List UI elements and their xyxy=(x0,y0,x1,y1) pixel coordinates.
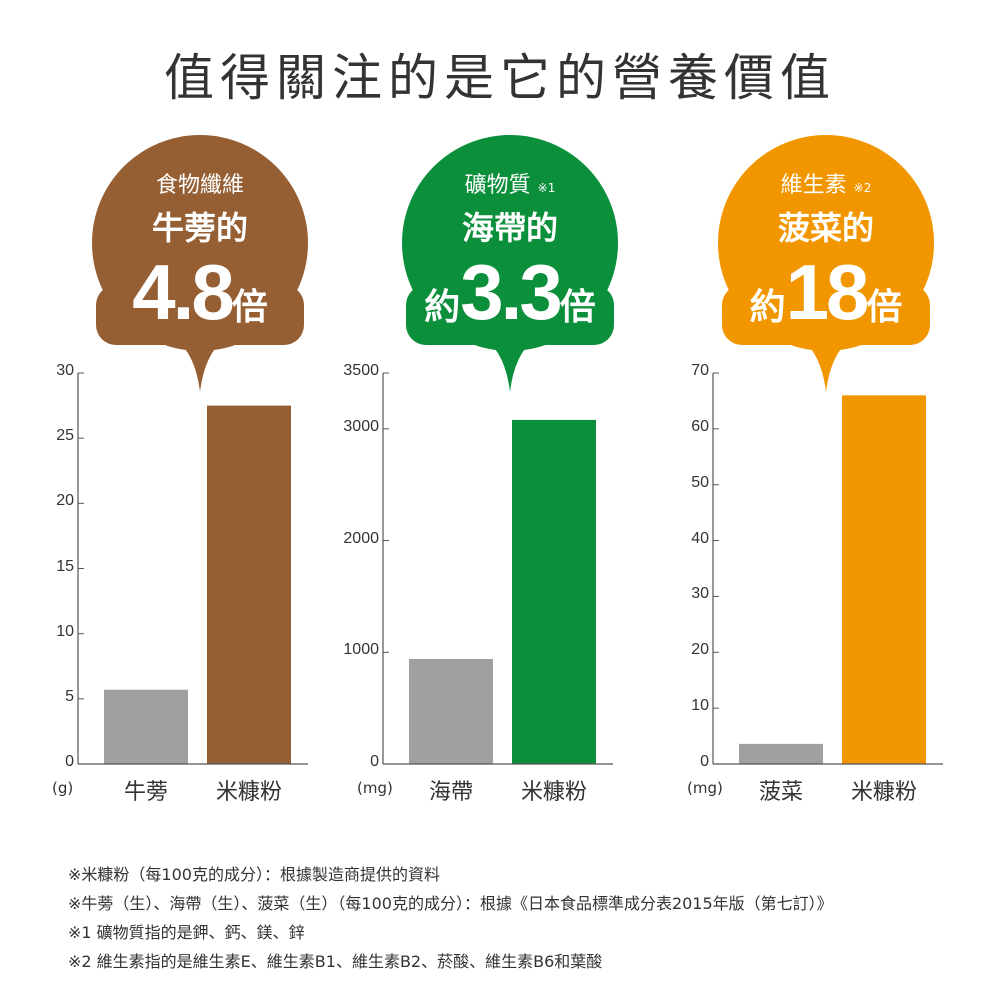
multiplier-value: 4.8 xyxy=(132,248,234,336)
footnote: ※米糠粉（每100克的成分）：根據製造商提供的資料 xyxy=(68,865,440,884)
x-category-label: 米糠粉 xyxy=(850,780,917,805)
bar xyxy=(104,689,188,764)
approx-prefix: 約 xyxy=(749,286,786,327)
highlight-bubble: 維生素 ※2 菠菜的 約18倍 xyxy=(716,135,936,395)
y-tick-label: 10 xyxy=(691,697,709,715)
y-tick-label: 0 xyxy=(370,753,379,770)
comparison-item: 海帶的 xyxy=(461,209,558,247)
y-tick-label: 5 xyxy=(65,687,74,705)
y-tick-label: 20 xyxy=(56,492,74,510)
speech-bubble-shape xyxy=(402,135,618,392)
x-category-label: 米糠粉 xyxy=(215,780,282,805)
multiplier-unit: 倍 xyxy=(559,286,596,327)
y-tick-label: 70 xyxy=(691,362,709,379)
y-tick-label: 30 xyxy=(691,585,709,603)
unit-label: (mg) xyxy=(357,779,393,797)
y-tick-label: 1000 xyxy=(343,641,379,659)
y-tick-label: 15 xyxy=(56,557,74,575)
unit-label: (mg) xyxy=(687,779,723,797)
speech-bubble-shape xyxy=(92,135,308,392)
footnote: ※牛蒡（生）、海帶（生）、菠菜（生）（每100克的成分）：根據《日本食品標準成分… xyxy=(68,894,833,913)
bar xyxy=(409,658,493,764)
y-tick-label: 50 xyxy=(691,473,709,491)
comparison-item: 牛蒡的 xyxy=(151,209,248,247)
bar xyxy=(739,743,823,764)
y-tick-label: 3000 xyxy=(343,417,379,435)
page-title: 值得關注的是它的營養價值 xyxy=(164,49,836,107)
footnote: ※2 維生素指的是維生素E、維生素B1、維生素B2、菸酸、維生素B6和葉酸 xyxy=(68,952,603,971)
nutrient-category: 礦物質 xyxy=(464,173,531,198)
speech-bubble-shape xyxy=(718,135,934,392)
y-tick-label: 30 xyxy=(56,362,74,379)
y-tick-label: 3500 xyxy=(343,362,379,379)
bar xyxy=(207,405,291,764)
bar xyxy=(512,419,596,764)
x-category-label: 米糠粉 xyxy=(520,780,587,805)
multiplier-unit: 倍 xyxy=(866,286,903,327)
comparison-item: 菠菜的 xyxy=(777,209,874,247)
x-category-label: 菠菜 xyxy=(758,780,803,805)
y-tick-label: 60 xyxy=(691,417,709,435)
highlight-bubble: 食物纖維 牛蒡的 4.8倍 xyxy=(90,135,310,395)
nutrient-category: 維生素 xyxy=(780,173,847,198)
unit-label: (g) xyxy=(52,779,74,797)
y-tick-label: 25 xyxy=(56,427,74,445)
y-tick-label: 0 xyxy=(65,753,74,770)
note-ref: ※2 xyxy=(853,181,872,195)
y-tick-label: 0 xyxy=(700,753,709,770)
y-tick-label: 40 xyxy=(691,529,709,547)
note-ref: ※1 xyxy=(537,181,556,195)
multiplier-value: 3.3 xyxy=(460,248,562,336)
y-tick-label: 2000 xyxy=(343,529,379,547)
highlight-bubble: 礦物質 ※1 海帶的 約3.3倍 xyxy=(400,135,620,395)
multiplier-value: 18 xyxy=(785,248,870,336)
nutrient-category: 食物纖維 xyxy=(155,173,244,198)
approx-prefix: 約 xyxy=(424,286,461,327)
y-tick-label: 10 xyxy=(56,622,74,640)
bar xyxy=(842,395,926,764)
multiplier-unit: 倍 xyxy=(231,286,268,327)
footnote: ※1 礦物質指的是鉀、鈣、鎂、鋅 xyxy=(68,923,305,942)
footnotes: ※米糠粉（每100克的成分）：根據製造商提供的資料 ※牛蒡（生）、海帶（生）、菠… xyxy=(68,860,833,976)
y-tick-label: 20 xyxy=(691,641,709,659)
x-category-label: 海帶 xyxy=(428,780,473,805)
x-category-label: 牛蒡 xyxy=(123,780,168,805)
